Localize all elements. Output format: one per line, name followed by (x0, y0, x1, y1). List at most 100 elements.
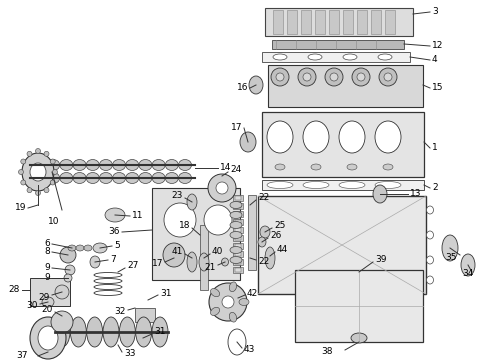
Ellipse shape (229, 312, 237, 322)
Bar (265, 8, 413, 36)
Ellipse shape (94, 291, 122, 296)
Ellipse shape (249, 76, 263, 94)
Ellipse shape (426, 231, 434, 239)
Ellipse shape (60, 172, 73, 184)
Bar (301, 10, 311, 34)
Ellipse shape (199, 253, 209, 271)
Ellipse shape (164, 203, 196, 237)
Bar (273, 10, 283, 34)
Bar (235, 220, 241, 224)
Bar (233, 251, 243, 257)
Ellipse shape (343, 54, 357, 60)
Text: 31: 31 (160, 288, 172, 297)
Text: 12: 12 (432, 41, 443, 50)
Ellipse shape (230, 221, 242, 229)
Ellipse shape (461, 254, 475, 276)
Text: 27: 27 (127, 261, 138, 270)
Text: 39: 39 (375, 256, 387, 265)
Ellipse shape (426, 256, 434, 264)
Ellipse shape (94, 273, 122, 278)
Ellipse shape (303, 73, 311, 81)
Bar (233, 235, 243, 241)
Text: 15: 15 (432, 84, 443, 93)
Ellipse shape (94, 279, 122, 284)
Ellipse shape (211, 288, 220, 297)
Text: 3: 3 (432, 8, 438, 17)
Text: 5: 5 (114, 242, 120, 251)
Bar (235, 268, 241, 272)
Bar (262, 112, 424, 177)
Text: 42: 42 (247, 288, 258, 297)
Bar (233, 227, 243, 233)
Ellipse shape (47, 172, 60, 184)
Ellipse shape (87, 317, 103, 347)
Ellipse shape (228, 329, 246, 355)
Ellipse shape (165, 159, 178, 171)
Ellipse shape (44, 151, 49, 156)
Ellipse shape (52, 170, 57, 175)
Ellipse shape (27, 151, 32, 156)
Ellipse shape (339, 181, 365, 189)
Ellipse shape (136, 317, 152, 347)
Ellipse shape (230, 211, 242, 219)
Text: 30: 30 (26, 302, 38, 310)
Ellipse shape (311, 164, 321, 170)
Bar (233, 259, 243, 265)
Bar (343, 10, 353, 34)
Text: 16: 16 (237, 84, 248, 93)
Ellipse shape (139, 172, 152, 184)
Ellipse shape (187, 252, 197, 272)
Bar (258, 196, 426, 294)
Ellipse shape (35, 190, 41, 195)
Ellipse shape (103, 317, 119, 347)
Ellipse shape (271, 68, 289, 86)
Ellipse shape (152, 317, 168, 347)
Ellipse shape (273, 54, 287, 60)
Ellipse shape (30, 317, 66, 359)
Bar (135, 308, 155, 322)
Ellipse shape (38, 326, 58, 350)
Ellipse shape (42, 297, 54, 307)
Text: 4: 4 (432, 55, 438, 64)
Ellipse shape (308, 54, 322, 60)
Ellipse shape (33, 159, 47, 171)
Text: 35: 35 (445, 252, 457, 261)
Bar (233, 211, 243, 217)
Ellipse shape (426, 276, 434, 284)
Bar (235, 260, 241, 264)
Text: 23: 23 (172, 192, 183, 201)
Bar (315, 10, 325, 34)
Ellipse shape (21, 159, 26, 164)
Text: 9: 9 (44, 264, 50, 273)
Text: 36: 36 (108, 228, 120, 237)
Bar (268, 65, 423, 107)
Text: 26: 26 (270, 231, 281, 240)
Ellipse shape (113, 172, 125, 184)
Ellipse shape (21, 180, 26, 185)
Ellipse shape (47, 159, 60, 171)
Bar (287, 10, 297, 34)
Text: 22: 22 (258, 194, 269, 202)
Bar (152, 188, 240, 280)
Text: 14: 14 (220, 163, 231, 172)
Bar (235, 196, 241, 200)
Ellipse shape (209, 283, 247, 321)
Text: 32: 32 (115, 307, 126, 316)
Ellipse shape (64, 274, 72, 282)
Ellipse shape (178, 159, 192, 171)
Ellipse shape (165, 172, 178, 184)
Ellipse shape (86, 159, 99, 171)
Ellipse shape (50, 180, 55, 185)
Text: 33: 33 (124, 350, 136, 359)
Bar (200, 225, 208, 290)
Ellipse shape (187, 194, 197, 210)
Ellipse shape (126, 172, 139, 184)
Text: 1: 1 (432, 144, 438, 153)
Ellipse shape (352, 68, 370, 86)
Text: 22: 22 (258, 257, 269, 266)
Text: 29: 29 (39, 292, 50, 302)
Ellipse shape (298, 68, 316, 86)
Text: 40: 40 (212, 248, 223, 256)
Ellipse shape (230, 202, 242, 208)
Text: 24: 24 (230, 166, 241, 175)
